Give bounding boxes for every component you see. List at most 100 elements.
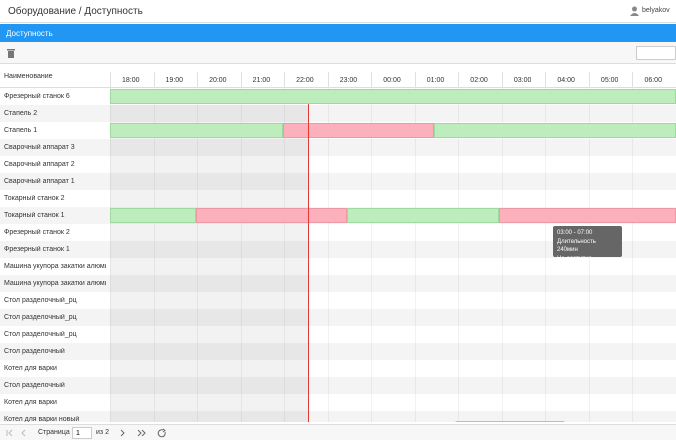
column-line xyxy=(458,88,460,422)
search-input[interactable] xyxy=(636,46,676,60)
tooltip-status: Не доступно xyxy=(557,255,592,262)
grid-row xyxy=(0,190,676,207)
hour-cell xyxy=(458,72,502,88)
past-shade xyxy=(110,258,308,275)
row-name[interactable]: Стапель 2 xyxy=(4,110,38,117)
row-name[interactable]: Котел для варки новый xyxy=(4,416,80,422)
grid-row xyxy=(0,394,676,411)
column-line xyxy=(240,88,242,422)
row-name[interactable]: Сварочный аппарат 3 xyxy=(4,144,75,151)
past-shade xyxy=(110,394,308,411)
column-line xyxy=(197,88,199,422)
panel-title: Доступность xyxy=(6,29,53,38)
grid-row xyxy=(0,173,676,190)
past-shade xyxy=(110,224,308,241)
past-shade xyxy=(110,411,308,422)
past-shade xyxy=(110,377,308,394)
grid-row xyxy=(0,258,676,275)
past-shade xyxy=(110,241,308,258)
hour-cell xyxy=(632,72,676,88)
hour-label: 06:00 xyxy=(644,77,662,84)
past-shade xyxy=(110,122,308,139)
user-name[interactable]: belyakov xyxy=(642,7,670,14)
row-name[interactable]: Фрезерный станок 6 xyxy=(4,93,70,100)
column-line xyxy=(153,88,155,422)
row-name[interactable]: Стол разделочный xyxy=(4,382,65,389)
row-name[interactable]: Фрезерный станок 2 xyxy=(4,229,70,236)
row-name[interactable]: Стол разделочный xyxy=(4,348,65,355)
grid-row xyxy=(0,224,676,241)
hour-label: 02:00 xyxy=(470,77,488,84)
row-name[interactable]: Котел для варки xyxy=(4,399,57,406)
hour-label: 20:00 xyxy=(209,77,227,84)
tooltip-duration: Длительность 240мин xyxy=(557,238,596,254)
grid-row xyxy=(0,411,676,422)
row-name[interactable]: Сварочный аппарат 1 xyxy=(4,178,75,185)
grid-row xyxy=(0,275,676,292)
hour-label: 03:00 xyxy=(513,77,532,84)
toolbar xyxy=(0,42,676,64)
column-line xyxy=(284,88,286,422)
grid-row xyxy=(0,156,676,173)
row-name[interactable]: Фрезерный станок 1 xyxy=(4,246,70,253)
hour-label: 18:00 xyxy=(122,77,140,84)
hour-cell xyxy=(371,72,415,88)
pager: Страница 1 из 2 xyxy=(0,424,676,440)
past-shade xyxy=(110,292,308,309)
hour-cell xyxy=(197,72,241,88)
past-shade xyxy=(110,309,308,326)
column-header: Наименование xyxy=(4,73,53,80)
grid-row xyxy=(0,292,676,309)
pager-icons xyxy=(6,428,166,438)
hour-cell xyxy=(284,72,328,88)
next-page[interactable] xyxy=(120,429,125,437)
grid-row xyxy=(0,139,676,156)
page-label: Страница xyxy=(38,429,70,436)
hour-cell xyxy=(545,72,589,88)
column-line xyxy=(501,88,503,422)
hour-cell xyxy=(327,72,372,88)
past-shade xyxy=(110,343,308,360)
hour-label: 00:00 xyxy=(383,77,401,84)
row-name[interactable]: Стол разделочный_рц xyxy=(4,331,77,338)
row-name[interactable]: Сварочный аппарат 2 xyxy=(4,161,75,168)
hour-cell xyxy=(414,72,459,88)
row-name[interactable]: Стапель 1 xyxy=(4,127,38,134)
past-shade xyxy=(110,207,308,224)
row-name[interactable]: Стол разделочный_рц xyxy=(4,297,77,304)
grid-row xyxy=(0,377,676,394)
grid-row xyxy=(0,326,676,343)
tooltip-time: 03:00 - 07:00 xyxy=(557,230,593,236)
row-name[interactable]: Стол разделочный_рц xyxy=(4,314,77,321)
panel-header: Доступность xyxy=(0,24,676,42)
first-page[interactable] xyxy=(6,429,13,437)
prev-page[interactable] xyxy=(21,429,26,437)
page-input[interactable]: 1 xyxy=(72,427,92,439)
delete-button[interactable] xyxy=(7,49,15,58)
hour-label: 05:00 xyxy=(600,77,619,84)
hour-cell xyxy=(240,72,285,88)
row-name[interactable]: Машина укупора закатки алюмин... xyxy=(4,263,106,270)
column-line xyxy=(327,88,329,422)
row-name[interactable]: Машина укупора закатки алюмин... xyxy=(4,280,106,287)
hour-cell xyxy=(110,72,154,88)
refresh[interactable] xyxy=(157,428,166,438)
past-shade xyxy=(110,275,308,292)
hour-label: 19:00 xyxy=(165,77,184,84)
past-shade xyxy=(110,173,308,190)
hour-label: 21:00 xyxy=(252,77,271,84)
hour-label: 01:00 xyxy=(426,77,445,84)
last-page[interactable] xyxy=(137,429,146,437)
row-name[interactable]: Токарный станок 1 xyxy=(4,212,65,219)
tooltip: 03:00 - 07:00 Длительность 240мин Не дос… xyxy=(553,226,622,262)
row-name[interactable]: Токарный станок 2 xyxy=(4,195,65,202)
past-shade xyxy=(110,360,308,377)
column-line xyxy=(371,88,373,422)
hour-cell xyxy=(153,72,198,88)
grid-header: Наименование 18:00 19:00 20:00 21:00 22:00 23… xyxy=(0,64,676,88)
row-name[interactable]: Котел для варки xyxy=(4,365,57,372)
hour-label: 22:00 xyxy=(296,77,314,84)
column-line xyxy=(110,88,111,422)
grid-row xyxy=(0,343,676,360)
